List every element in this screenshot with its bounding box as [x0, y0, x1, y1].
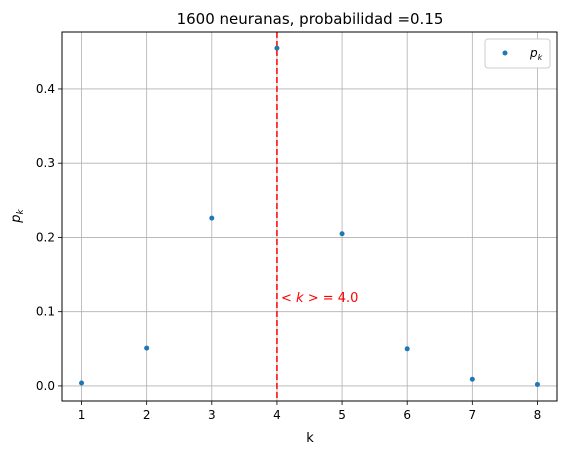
y-tick-label: 0.3	[36, 156, 55, 170]
y-ticks: 0.0 0.1 0.2 0.3 0.4	[36, 82, 62, 393]
data-point	[209, 215, 215, 221]
x-tick-label: 8	[534, 408, 542, 422]
plot-frame	[61, 31, 558, 402]
data-points	[79, 45, 540, 387]
chart-title: 1600 neuranas, probabilidad =0.15	[177, 10, 444, 28]
x-ticks: 1 2 3 4 5 6 7 8	[78, 401, 542, 422]
data-point	[79, 380, 85, 386]
y-tick-label: 0.0	[36, 379, 55, 393]
x-tick-label: 1	[78, 408, 86, 422]
data-point	[469, 376, 475, 382]
svg-text:< k > = 4.0: < k > = 4.0	[281, 291, 358, 306]
legend: pk	[484, 38, 551, 69]
mean-annotation-value: = 4.0	[319, 291, 359, 306]
grid	[62, 32, 557, 401]
legend-box	[484, 38, 551, 69]
data-point	[144, 345, 150, 351]
y-tick-label: 0.1	[36, 305, 55, 319]
y-axis-label: pk	[9, 208, 26, 223]
data-point	[339, 231, 345, 237]
mean-annotation: < k > = 4.0	[281, 291, 358, 306]
data-point	[274, 45, 280, 51]
data-point	[534, 381, 540, 387]
data-point	[404, 346, 410, 352]
x-tick-label: 3	[208, 408, 216, 422]
x-tick-label: 7	[469, 408, 477, 422]
x-axis-label: k	[306, 431, 314, 446]
x-tick-label: 4	[273, 408, 281, 422]
y-tick-label: 0.4	[36, 82, 55, 96]
x-tick-label: 5	[338, 408, 346, 422]
x-tick-label: 6	[403, 408, 411, 422]
y-tick-label: 0.2	[36, 230, 55, 244]
legend-marker	[502, 50, 508, 56]
x-tick-label: 2	[143, 408, 151, 422]
